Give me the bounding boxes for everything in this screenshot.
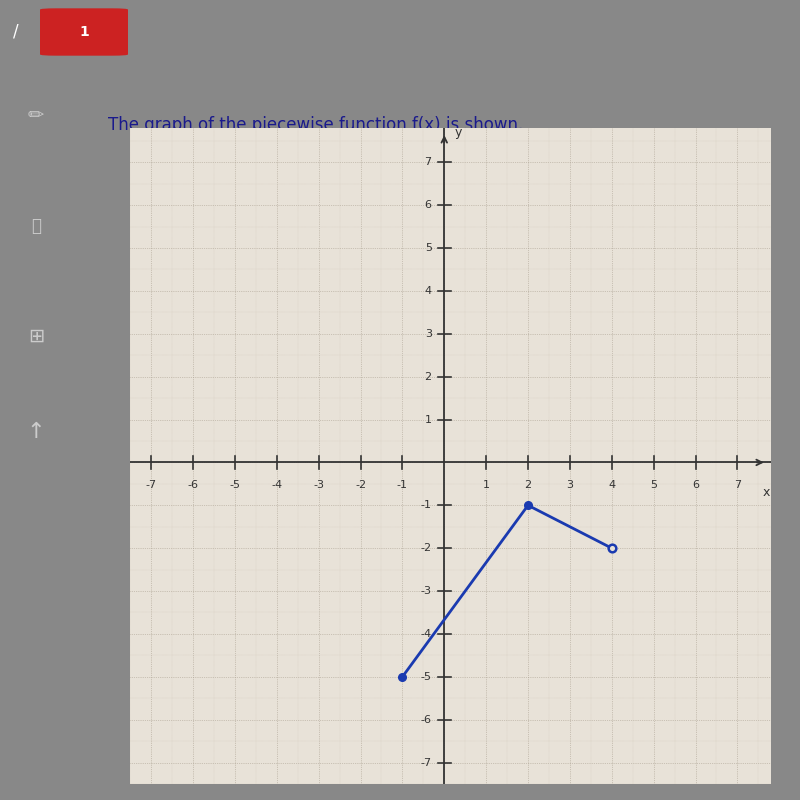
Text: -3: -3 xyxy=(421,586,432,596)
Text: 7: 7 xyxy=(425,158,432,167)
Text: /: / xyxy=(13,23,19,41)
Text: -4: -4 xyxy=(271,479,282,490)
Text: 1: 1 xyxy=(425,414,432,425)
Text: 6: 6 xyxy=(425,200,432,210)
Text: -5: -5 xyxy=(421,672,432,682)
Text: 2: 2 xyxy=(525,479,531,490)
Text: 1: 1 xyxy=(79,25,89,39)
Text: 6: 6 xyxy=(692,479,699,490)
Text: 5: 5 xyxy=(425,243,432,253)
Text: ⊞: ⊞ xyxy=(28,327,44,346)
Text: y: y xyxy=(454,126,462,138)
Text: 5: 5 xyxy=(650,479,657,490)
Text: -3: -3 xyxy=(313,479,324,490)
Text: x: x xyxy=(763,486,770,499)
Text: The graph of the piecewise function f(x) is shown.: The graph of the piecewise function f(x)… xyxy=(109,115,524,134)
Text: -1: -1 xyxy=(421,500,432,510)
Text: ✏: ✏ xyxy=(28,106,44,125)
FancyBboxPatch shape xyxy=(40,8,128,56)
Text: -1: -1 xyxy=(397,479,408,490)
Text: -4: -4 xyxy=(421,629,432,639)
Text: -6: -6 xyxy=(187,479,198,490)
Text: 3: 3 xyxy=(566,479,574,490)
Text: ↑: ↑ xyxy=(26,422,46,442)
Text: -5: -5 xyxy=(230,479,241,490)
Text: -2: -2 xyxy=(421,543,432,553)
Text: 🎧: 🎧 xyxy=(31,217,41,235)
Text: -7: -7 xyxy=(421,758,432,767)
Text: -2: -2 xyxy=(355,479,366,490)
Text: 1: 1 xyxy=(482,479,490,490)
Text: -7: -7 xyxy=(146,479,157,490)
Text: 3: 3 xyxy=(425,329,432,339)
Text: 7: 7 xyxy=(734,479,741,490)
Text: 2: 2 xyxy=(425,372,432,382)
Text: 4: 4 xyxy=(608,479,615,490)
Text: -6: -6 xyxy=(421,714,432,725)
Text: 4: 4 xyxy=(425,286,432,296)
